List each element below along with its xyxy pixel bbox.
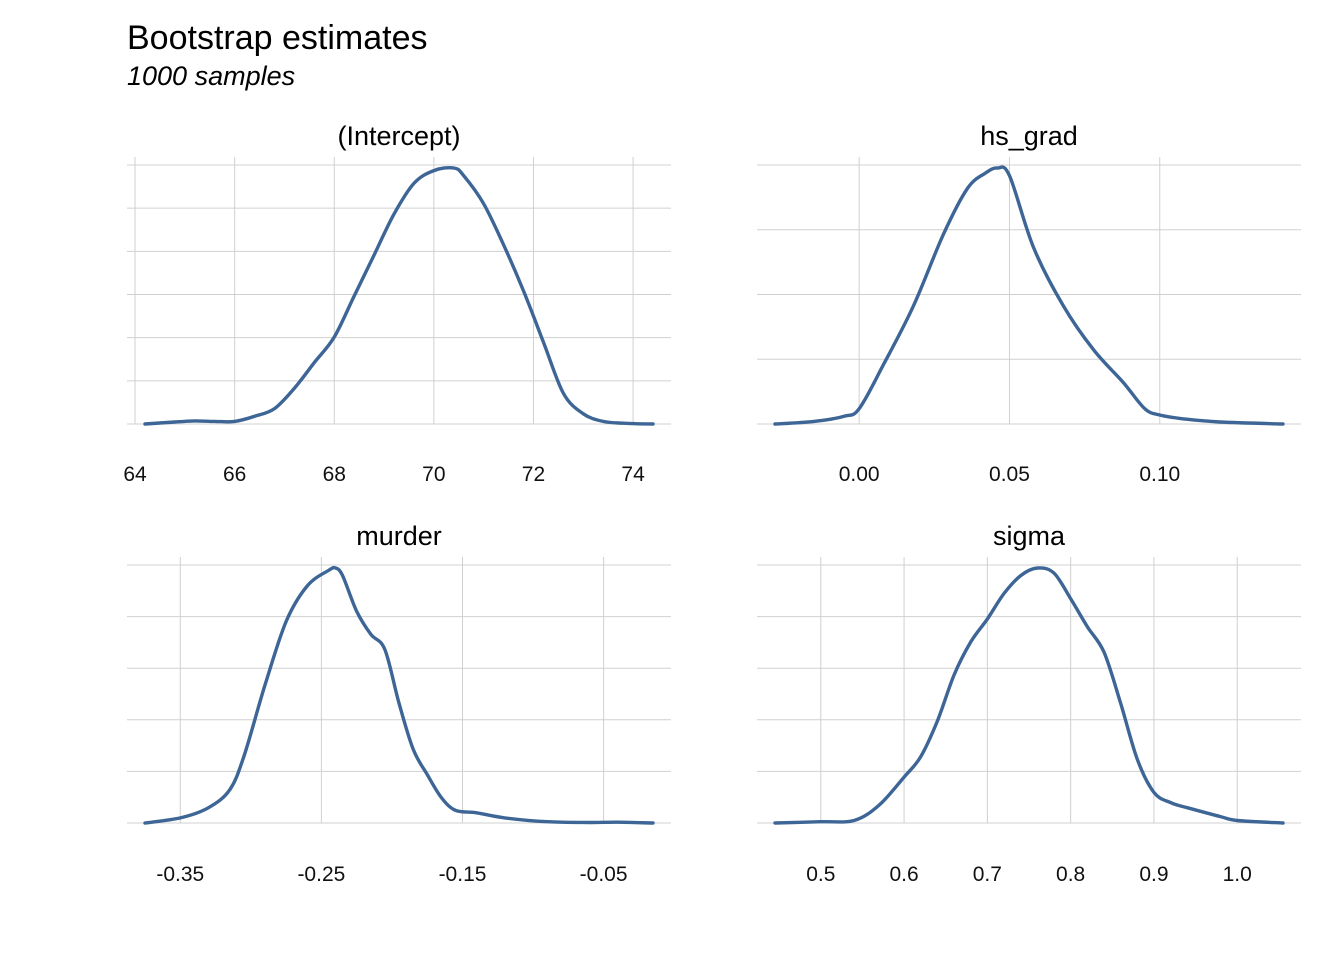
panel-title-intercept: (Intercept) bbox=[337, 121, 460, 151]
panel-title-murder: murder bbox=[356, 521, 442, 551]
x-tick-label: 64 bbox=[123, 463, 147, 486]
panel-murder-ticks: -0.35 -0.25 -0.15 -0.05 bbox=[156, 863, 627, 886]
x-tick-label: 70 bbox=[422, 463, 445, 486]
panel-hs-grad-grid bbox=[757, 157, 1301, 425]
x-tick-label: 0.6 bbox=[889, 863, 918, 886]
x-tick-label: 0.7 bbox=[973, 863, 1002, 886]
x-tick-label: -0.05 bbox=[580, 863, 628, 886]
x-tick-label: -0.15 bbox=[439, 863, 487, 886]
density-curve-hs-grad bbox=[773, 165, 1285, 426]
panel-hs-grad: hs_grad 0.00 0.05 0.10 bbox=[757, 121, 1301, 486]
panel-hs-grad-ticks: 0.00 0.05 0.10 bbox=[839, 463, 1180, 486]
x-tick-label: 0.8 bbox=[1056, 863, 1085, 886]
x-tick-label: 72 bbox=[522, 463, 545, 486]
panel-intercept-grid bbox=[127, 157, 671, 425]
x-tick-label: -0.35 bbox=[156, 863, 204, 886]
panel-sigma: sigma 0.5 0.6 0.7 0.8 0.9 1.0 bbox=[757, 521, 1301, 886]
panel-intercept-ticks: 64 66 68 70 72 74 bbox=[123, 463, 645, 486]
x-tick-label: 0.05 bbox=[989, 463, 1030, 486]
x-tick-label: -0.25 bbox=[297, 863, 345, 886]
panel-sigma-ticks: 0.5 0.6 0.7 0.8 0.9 1.0 bbox=[806, 863, 1252, 886]
x-tick-label: 1.0 bbox=[1223, 863, 1252, 886]
x-tick-label: 0.00 bbox=[839, 463, 880, 486]
x-tick-label: 66 bbox=[223, 463, 246, 486]
panel-title-hs-grad: hs_grad bbox=[980, 121, 1078, 151]
panel-murder-grid bbox=[127, 557, 671, 824]
figure-subtitle: 1000 samples bbox=[127, 61, 295, 91]
density-curve-intercept bbox=[143, 165, 655, 426]
figure-title: Bootstrap estimates bbox=[127, 19, 427, 57]
panel-sigma-grid bbox=[757, 557, 1301, 824]
x-tick-label: 0.5 bbox=[806, 863, 835, 886]
x-tick-label: 74 bbox=[621, 463, 645, 486]
x-tick-label: 0.10 bbox=[1139, 463, 1180, 486]
panel-intercept: (Intercept) 64 66 68 70 72 74 bbox=[123, 121, 671, 486]
density-curve-sigma bbox=[773, 566, 1285, 825]
panel-title-sigma: sigma bbox=[993, 521, 1066, 551]
x-tick-label: 68 bbox=[323, 463, 346, 486]
x-tick-label: 0.9 bbox=[1139, 863, 1168, 886]
density-curve-murder bbox=[143, 565, 655, 825]
panel-murder: murder -0.35 -0.25 -0.15 -0.05 bbox=[127, 521, 671, 886]
